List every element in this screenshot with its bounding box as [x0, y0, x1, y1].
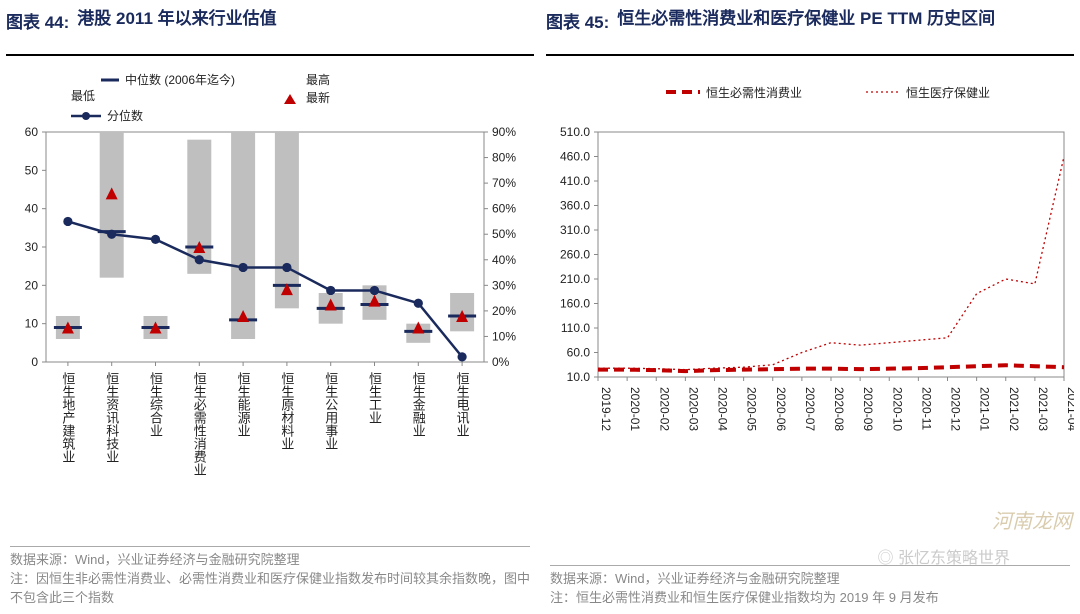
right-source: 数据来源：Wind，兴业证券经济与金融研究院整理 [550, 570, 1070, 589]
svg-text:90%: 90% [492, 125, 516, 139]
svg-text:恒生金融业: 恒生金融业 [411, 372, 426, 437]
svg-text:310.0: 310.0 [560, 223, 590, 237]
svg-text:恒生电讯业: 恒生电讯业 [455, 372, 470, 437]
svg-text:2021-01: 2021-01 [978, 387, 992, 431]
svg-text:恒生必需性消费业: 恒生必需性消费业 [192, 372, 207, 476]
left-chart: 0 10 20 30 40 50 60 0% 10% 20% 30% 40% 50% 60% 70% 80% 9… [6, 62, 534, 482]
svg-text:分位数: 分位数 [107, 108, 143, 123]
svg-text:50%: 50% [492, 227, 516, 241]
svg-text:60%: 60% [492, 202, 516, 216]
svg-text:10: 10 [25, 317, 39, 331]
left-source: 数据来源：Wind，兴业证券经济与金融研究院整理 [10, 551, 530, 570]
svg-text:中位数 (2006年迄今): 中位数 (2006年迄今) [125, 72, 235, 87]
left-figure-label: 图表 44: [6, 8, 69, 33]
svg-text:40%: 40% [492, 253, 516, 267]
svg-text:60.0: 60.0 [567, 346, 591, 360]
svg-text:2020-12: 2020-12 [949, 387, 963, 431]
svg-text:2020-05: 2020-05 [745, 387, 759, 431]
right-title-row: 图表 45: 恒生必需性消费业和医疗保健业 PE TTM 历史区间 [546, 8, 1074, 56]
svg-text:2020-02: 2020-02 [657, 387, 671, 431]
svg-text:恒生医疗保健业: 恒生医疗保健业 [906, 86, 990, 100]
svg-text:60: 60 [25, 125, 39, 139]
svg-text:2020-04: 2020-04 [716, 387, 730, 431]
svg-text:恒生能源业: 恒生能源业 [236, 372, 251, 437]
svg-text:20: 20 [25, 278, 39, 292]
right-footer: 数据来源：Wind，兴业证券经济与金融研究院整理 注：恒生必需性消费业和恒生医疗… [550, 565, 1070, 608]
svg-text:70%: 70% [492, 176, 516, 190]
left-panel: 图表 44: 港股 2011 年以来行业估值 0 10 20 30 40 50 60 0% 10… [0, 0, 540, 614]
svg-text:2020-07: 2020-07 [803, 387, 817, 431]
right-title: 恒生必需性消费业和医疗保健业 PE TTM 历史区间 [617, 8, 995, 30]
svg-text:20%: 20% [492, 304, 516, 318]
svg-text:2019-12: 2019-12 [599, 387, 613, 431]
right-chart: 10.0 60.0 110.0 160.0 210.0 260.0 310.0 360.0 41… [546, 62, 1074, 482]
svg-text:恒生公用事业: 恒生公用事业 [323, 372, 338, 450]
svg-text:160.0: 160.0 [560, 297, 590, 311]
svg-text:恒生工业: 恒生工业 [367, 372, 382, 424]
site-watermark: 河南龙网 [992, 505, 1072, 534]
svg-text:0%: 0% [492, 355, 510, 369]
left-title-row: 图表 44: 港股 2011 年以来行业估值 [6, 8, 534, 56]
svg-text:110.0: 110.0 [561, 321, 590, 335]
wechat-watermark: ◎ 张忆东策略世界 [878, 544, 1010, 568]
svg-text:2020-03: 2020-03 [686, 387, 700, 431]
svg-text:460.0: 460.0 [560, 150, 590, 164]
svg-text:10.0: 10.0 [567, 370, 591, 384]
left-note: 注：因恒生非必需性消费业、必需性消费业和医疗保健业指数发布时间较其余指数晚，图中… [10, 570, 530, 608]
svg-text:恒生资讯科技业: 恒生资讯科技业 [104, 372, 119, 463]
svg-text:80%: 80% [492, 151, 516, 165]
svg-text:2021-04: 2021-04 [1065, 387, 1074, 431]
svg-text:恒生综合业: 恒生综合业 [148, 372, 163, 437]
svg-text:最高: 最高 [306, 72, 330, 87]
svg-text:0: 0 [31, 355, 38, 369]
left-title: 港股 2011 年以来行业估值 [77, 8, 276, 30]
svg-text:2021-03: 2021-03 [1036, 387, 1050, 431]
svg-text:最低: 最低 [71, 89, 95, 103]
svg-text:2021-02: 2021-02 [1007, 387, 1021, 431]
svg-text:260.0: 260.0 [560, 248, 590, 262]
svg-text:恒生必需性消费业: 恒生必需性消费业 [706, 86, 802, 100]
svg-text:2020-08: 2020-08 [832, 387, 846, 431]
svg-text:最新: 最新 [306, 90, 330, 105]
svg-text:210.0: 210.0 [560, 272, 590, 286]
svg-text:10%: 10% [492, 329, 516, 343]
svg-text:30: 30 [25, 240, 39, 254]
svg-text:30%: 30% [492, 278, 516, 292]
svg-text:恒生原材料业: 恒生原材料业 [279, 372, 294, 450]
svg-text:410.0: 410.0 [560, 174, 590, 188]
left-footer: 数据来源：Wind，兴业证券经济与金融研究院整理 注：因恒生非必需性消费业、必需… [10, 546, 530, 608]
svg-text:2020-11: 2020-11 [919, 387, 933, 430]
svg-text:510.0: 510.0 [560, 125, 590, 139]
right-note: 注：恒生必需性消费业和恒生医疗保健业指数均为 2019 年 9 月发布 [550, 589, 1070, 608]
right-panel: 图表 45: 恒生必需性消费业和医疗保健业 PE TTM 历史区间 10.0 60… [540, 0, 1080, 614]
svg-text:2020-09: 2020-09 [861, 387, 875, 431]
svg-text:恒生地产建筑业: 恒生地产建筑业 [60, 372, 75, 463]
svg-text:50: 50 [25, 163, 39, 177]
svg-text:2020-01: 2020-01 [628, 387, 642, 431]
svg-text:40: 40 [25, 202, 39, 216]
svg-text:2020-10: 2020-10 [890, 387, 904, 431]
svg-text:360.0: 360.0 [560, 199, 590, 213]
svg-text:2020-06: 2020-06 [774, 387, 788, 431]
right-figure-label: 图表 45: [546, 8, 609, 33]
